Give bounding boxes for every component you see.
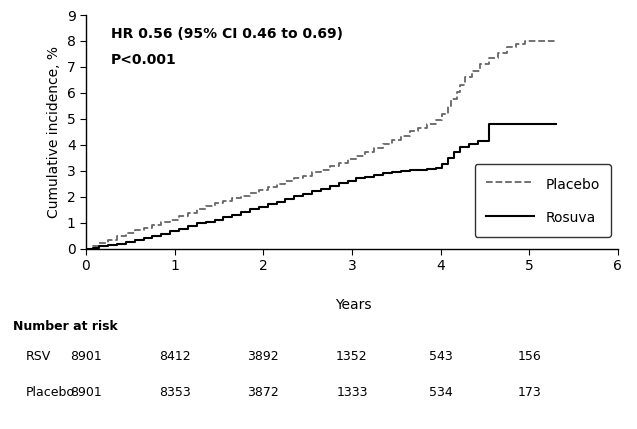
Text: RSV: RSV <box>25 350 51 363</box>
Text: 8901: 8901 <box>70 350 102 363</box>
Text: 156: 156 <box>517 350 541 363</box>
Line: Rosuva: Rosuva <box>86 124 556 249</box>
Rosuva <box>370 172 378 177</box>
Text: 3892: 3892 <box>248 350 279 363</box>
Placebo <box>444 103 452 109</box>
Text: P<0.001: P<0.001 <box>111 53 176 66</box>
Text: Number at risk: Number at risk <box>13 320 117 332</box>
Text: 8901: 8901 <box>70 386 102 399</box>
Rosuva <box>238 209 245 214</box>
Text: 3872: 3872 <box>247 386 279 399</box>
Placebo <box>82 246 90 251</box>
Rosuva <box>82 246 90 251</box>
Text: Years: Years <box>335 298 372 312</box>
Rosuva <box>290 194 298 199</box>
Text: 1352: 1352 <box>336 350 368 363</box>
Y-axis label: Cumulative incidence, %: Cumulative incidence, % <box>47 46 61 218</box>
Placebo <box>397 133 404 139</box>
Placebo <box>255 188 262 193</box>
Rosuva <box>485 121 493 126</box>
Line: Placebo: Placebo <box>86 41 556 249</box>
Text: HR 0.56 (95% CI 0.46 to 0.69): HR 0.56 (95% CI 0.46 to 0.69) <box>111 27 343 41</box>
Rosuva <box>503 121 511 126</box>
Legend: Placebo, Rosuva: Placebo, Rosuva <box>475 164 611 237</box>
Rosuva <box>552 121 560 126</box>
Placebo <box>89 243 97 248</box>
Placebo <box>552 39 560 44</box>
Rosuva <box>113 241 121 246</box>
Text: Placebo: Placebo <box>25 386 75 399</box>
Placebo <box>521 39 529 44</box>
Text: 543: 543 <box>429 350 452 363</box>
Placebo <box>379 142 387 147</box>
Text: 8353: 8353 <box>159 386 190 399</box>
Placebo <box>352 153 360 158</box>
Text: 173: 173 <box>517 386 541 399</box>
Text: 8412: 8412 <box>159 350 190 363</box>
Rosuva <box>352 175 360 181</box>
Text: 1333: 1333 <box>336 386 368 399</box>
Text: 534: 534 <box>429 386 452 399</box>
